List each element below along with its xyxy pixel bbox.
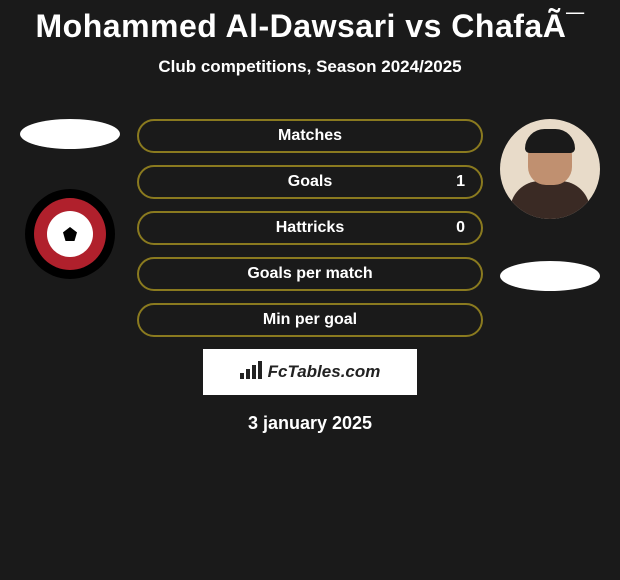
stat-value-right: 0 <box>456 219 465 237</box>
stat-label: Matches <box>278 127 342 145</box>
stat-value-right: 1 <box>456 173 465 191</box>
stat-label: Goals per match <box>247 265 372 283</box>
right-player-avatar <box>500 119 600 219</box>
stat-bars: Matches Goals 1 Hattricks 0 Goals per ma… <box>137 119 483 337</box>
right-placeholder-ellipse <box>500 261 600 291</box>
comparison-area: Matches Goals 1 Hattricks 0 Goals per ma… <box>0 119 620 434</box>
right-player-column <box>490 119 610 291</box>
stat-row-hattricks: Hattricks 0 <box>137 211 483 245</box>
watermark-text: FcTables.com <box>268 362 381 382</box>
left-player-column <box>10 119 130 279</box>
stat-label: Hattricks <box>276 219 344 237</box>
page-title: Mohammed Al-Dawsari vs ChafaÃ¯ <box>0 0 620 45</box>
subtitle: Club competitions, Season 2024/2025 <box>0 57 620 77</box>
soccer-ball-icon <box>47 211 93 257</box>
left-club-badge <box>20 189 120 279</box>
stat-label: Min per goal <box>263 311 357 329</box>
stat-label: Goals <box>288 173 332 191</box>
watermark: FcTables.com <box>203 349 417 395</box>
stat-row-goals-per-match: Goals per match <box>137 257 483 291</box>
stat-row-goals: Goals 1 <box>137 165 483 199</box>
stat-row-matches: Matches <box>137 119 483 153</box>
stat-row-min-per-goal: Min per goal <box>137 303 483 337</box>
date-label: 3 january 2025 <box>0 413 620 434</box>
left-placeholder-ellipse <box>20 119 120 149</box>
bars-icon <box>240 361 262 384</box>
